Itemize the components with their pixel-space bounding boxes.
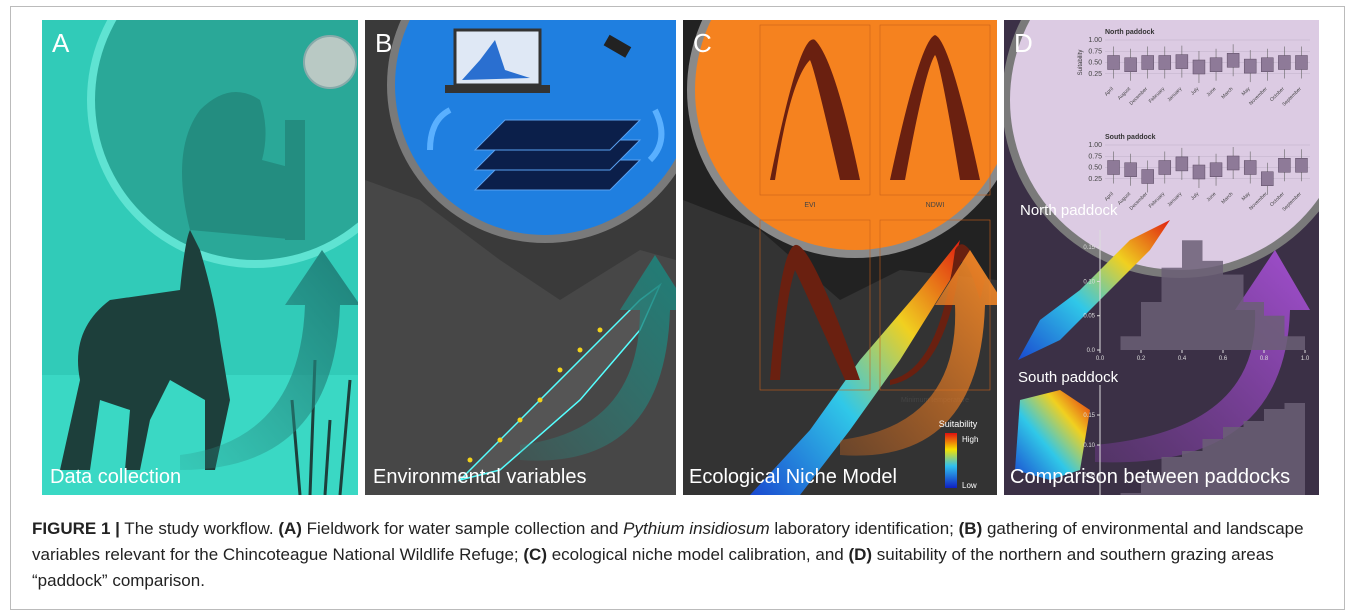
box bbox=[1261, 58, 1273, 72]
y-tick-label: 0.50 bbox=[1088, 60, 1102, 67]
caption-text: ecological niche model calibration, and bbox=[547, 545, 848, 564]
y-tick-label: 0.25 bbox=[1088, 176, 1102, 183]
histogram-bar bbox=[1162, 268, 1183, 350]
histogram-bar bbox=[1264, 316, 1285, 350]
box bbox=[1142, 170, 1154, 184]
histogram-bar bbox=[1244, 421, 1265, 505]
x-tick-label: 1.0 bbox=[1301, 356, 1310, 362]
y-tick-label: 0.75 bbox=[1088, 153, 1102, 160]
box bbox=[1210, 163, 1222, 177]
box bbox=[1278, 158, 1290, 172]
figure: A Data collection B Environmental variab… bbox=[0, 0, 1357, 510]
panel-letter: B bbox=[375, 28, 392, 58]
box bbox=[1227, 156, 1239, 170]
panel-letter: A bbox=[52, 28, 70, 58]
y-tick-label: 0.10 bbox=[1083, 443, 1095, 449]
legend-title: Suitability bbox=[939, 419, 978, 429]
caption-text: (B) bbox=[959, 519, 983, 538]
histogram-bar bbox=[1121, 336, 1142, 350]
box bbox=[1108, 56, 1120, 70]
box bbox=[1227, 53, 1239, 67]
caption-text: FIGURE 1 | bbox=[32, 519, 120, 538]
panel-label: Ecological Niche Model bbox=[689, 466, 897, 488]
legend-high: High bbox=[962, 435, 978, 444]
y-tick-label: 0.25 bbox=[1088, 71, 1102, 78]
caption: FIGURE 1 | The study workflow. (A) Field… bbox=[32, 516, 1332, 594]
map-label: North paddock bbox=[1020, 202, 1118, 219]
panel-letter: D bbox=[1014, 28, 1033, 58]
caption-text: (D) bbox=[848, 545, 872, 564]
y-tick-label: 0.75 bbox=[1088, 48, 1102, 55]
box bbox=[1159, 161, 1171, 175]
y-tick-label: 0.50 bbox=[1088, 165, 1102, 172]
box bbox=[1142, 56, 1154, 70]
box bbox=[1261, 172, 1273, 186]
box bbox=[1295, 56, 1307, 70]
box bbox=[1295, 158, 1307, 172]
y-tick-label: 1.00 bbox=[1088, 142, 1102, 149]
x-tick-label: 0.2 bbox=[1137, 356, 1146, 362]
x-tick-label: 0.0 bbox=[1096, 356, 1105, 362]
boxplot-title: North paddock bbox=[1105, 29, 1154, 36]
caption-text: (A) bbox=[278, 519, 302, 538]
panel-label: Data collection bbox=[50, 466, 181, 488]
caption-text: Fieldwork for water sample collection an… bbox=[302, 519, 623, 538]
y-tick-label: 0.10 bbox=[1083, 279, 1095, 285]
y-tick-label: 0.0 bbox=[1087, 348, 1096, 354]
box bbox=[1193, 60, 1205, 74]
y-tick-label: 0.15 bbox=[1083, 413, 1095, 419]
y-axis-label: Suitability bbox=[1078, 50, 1084, 76]
box bbox=[1193, 165, 1205, 179]
panel-b: B Environmental variables bbox=[365, 0, 703, 495]
histogram-bar bbox=[1244, 302, 1265, 350]
histogram-bar bbox=[1264, 409, 1285, 505]
legend-low: Low bbox=[962, 481, 977, 490]
histogram-bar bbox=[1121, 493, 1142, 505]
histogram-bar bbox=[1141, 302, 1162, 350]
box bbox=[1159, 56, 1171, 70]
y-tick-label: 0.15 bbox=[1083, 245, 1095, 251]
box bbox=[1244, 161, 1256, 175]
plot-label: NDWI bbox=[926, 202, 945, 209]
x-tick-label: 0.8 bbox=[1260, 356, 1269, 362]
plot-label: EVI bbox=[804, 202, 815, 209]
box bbox=[1176, 157, 1188, 171]
box bbox=[1125, 163, 1137, 177]
page: A Data collection B Environmental variab… bbox=[0, 0, 1357, 615]
box bbox=[1244, 59, 1256, 73]
boxplot-title: South paddock bbox=[1105, 134, 1156, 141]
caption-text: Pythium insidiosum bbox=[623, 519, 769, 538]
panel-letter: C bbox=[693, 28, 712, 58]
histogram-bar bbox=[1182, 240, 1203, 350]
box bbox=[1210, 58, 1222, 72]
caption-text: laboratory identification; bbox=[770, 519, 959, 538]
histogram-bar bbox=[1285, 336, 1306, 350]
box bbox=[1108, 161, 1120, 175]
histogram-bar bbox=[1203, 261, 1224, 350]
map-label: South paddock bbox=[1018, 369, 1119, 386]
panel-c: EVI NDWI Minimum temperature Suitability… bbox=[683, 0, 1023, 495]
caption-text: (C) bbox=[523, 545, 547, 564]
histogram-bar bbox=[1285, 403, 1306, 505]
histogram-bar bbox=[1223, 275, 1244, 350]
y-tick-label: 0.05 bbox=[1083, 314, 1095, 320]
caption-text: The study workflow. bbox=[120, 519, 278, 538]
box bbox=[1176, 55, 1188, 69]
box bbox=[1125, 58, 1137, 72]
panel-label: Comparison between paddocks bbox=[1010, 466, 1290, 488]
suitability-scale bbox=[945, 433, 957, 488]
panel-label: Environmental variables bbox=[373, 466, 586, 488]
x-tick-label: 0.4 bbox=[1178, 356, 1187, 362]
box bbox=[1278, 56, 1290, 70]
x-tick-label: 0.6 bbox=[1219, 356, 1228, 362]
y-tick-label: 1.00 bbox=[1088, 37, 1102, 44]
